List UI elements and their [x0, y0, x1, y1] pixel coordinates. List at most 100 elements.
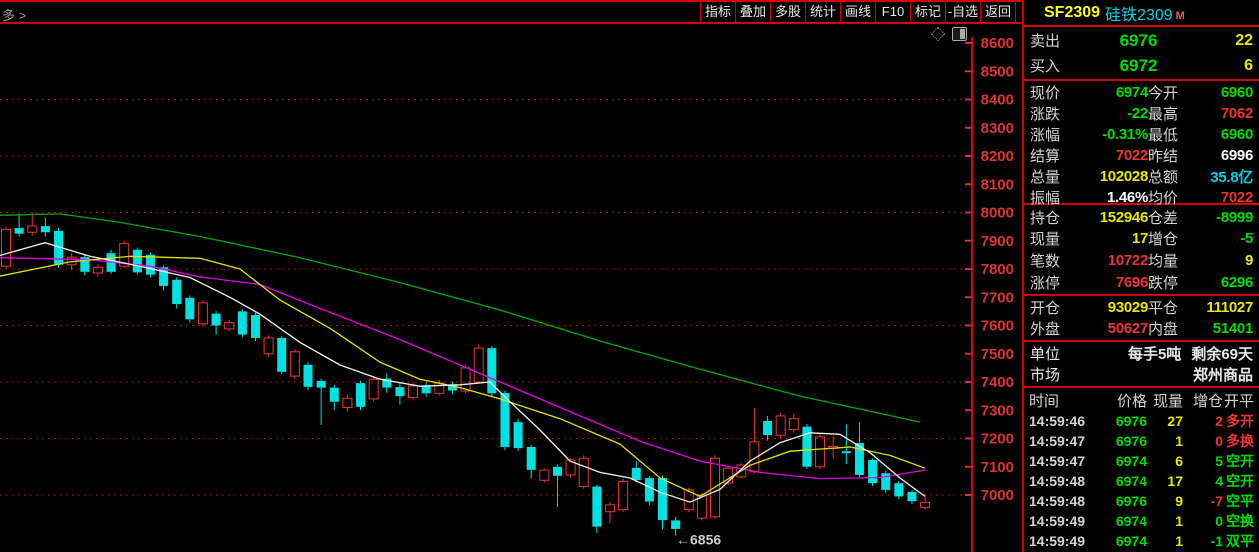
tick-price: 6974 — [1115, 473, 1147, 489]
toolbar-buttons: 指标 叠加 多股 统计 画线 F10 标记 -自选 返回 — [700, 2, 1016, 22]
position-stat-row: 涨停 7696 跌停 6296 — [1024, 272, 1259, 293]
price-axis-label: 8000 — [981, 205, 1014, 222]
stat-label: 现量 — [1030, 231, 1061, 249]
tick-price: 6976 — [1115, 413, 1147, 429]
tick-row[interactable]: 14:59:47 6974 6 5 空开 — [1024, 451, 1259, 471]
toolbar-button[interactable]: 标记 — [910, 2, 945, 22]
tick-oi-change: 0 — [1215, 513, 1223, 529]
bid-row[interactable]: 买入 6972 6 — [1024, 55, 1259, 76]
stat-label: 持仓 — [1030, 209, 1061, 227]
tick-row[interactable]: 14:59:49 6974 1 -1 双平 — [1024, 531, 1259, 551]
stat-label: 结算 — [1030, 148, 1061, 166]
position-stats-section: 持仓 152946 仓差 -8999 现量 17 增仓 -5 笔数 10722 均量 9 涨停 7696 跌… — [1024, 205, 1259, 296]
toolbar-button[interactable]: 叠加 — [735, 2, 770, 22]
panel-toggle-icon[interactable] — [952, 27, 967, 41]
stat-label: 均价 — [1148, 190, 1179, 208]
contract-code: SF2309 — [1044, 3, 1101, 21]
diamond-marker-icon[interactable] — [930, 26, 946, 42]
ask-row[interactable]: 卖出 6976 22 — [1024, 30, 1259, 51]
toolbar-button[interactable]: 指标 — [700, 2, 735, 22]
tick-list[interactable]: 时间 价格 现量 增仓 开平 14:59:46 6976 27 2 多开 14:59:47 6976 1… — [1024, 388, 1259, 552]
stat-label: 最低 — [1148, 127, 1179, 145]
toolbar-button[interactable]: 统计 — [805, 2, 840, 22]
tick-price: 6974 — [1115, 533, 1147, 549]
stat-value: -8999 — [1216, 208, 1253, 226]
bid-ask-section: 卖出 6976 22 买入 6972 6 — [1024, 27, 1259, 82]
market-row: 市场 郑州商品 — [1024, 364, 1259, 385]
bid-qty: 6 — [1244, 56, 1253, 74]
stat-value: 50627 — [1107, 320, 1149, 337]
kline-chart[interactable]: 8600 8500 8400 8300 8200 8100 8000 7900 7800 7700… — [0, 24, 1022, 552]
price-stat-row: 涨幅 -0.31% 最低 6960 — [1024, 124, 1259, 145]
bid-price: 6972 — [1119, 55, 1158, 75]
stat-label: 总量 — [1030, 169, 1061, 187]
tick-row[interactable]: 14:59:48 6974 17 4 空开 — [1024, 471, 1259, 491]
more-label[interactable]: 多 > — [2, 8, 27, 23]
stat-value: -22 — [1127, 105, 1148, 123]
price-axis-label: 8100 — [981, 176, 1014, 193]
tick-oi-change: 2 — [1215, 413, 1223, 429]
stat-value: 6996 — [1220, 147, 1253, 165]
tick-header: 开平 — [1223, 393, 1254, 410]
tick-price: 6974 — [1115, 513, 1147, 529]
price-stats-section: 现价 6974 今开 6960 涨跌 -22 最高 7062 涨幅 -0.31% 最低 6960 结算 7… — [1024, 81, 1259, 208]
stat-label: 内盘 — [1148, 321, 1179, 338]
tick-price: 6976 — [1115, 493, 1147, 509]
stat-label: 今开 — [1148, 85, 1179, 103]
stat-value: 102028 — [1099, 168, 1149, 186]
position-stat-row: 笔数 10722 均量 9 — [1024, 250, 1259, 271]
tick-row[interactable]: 14:59:49 6974 1 0 空换 — [1024, 511, 1259, 531]
tick-volume: 9 — [1175, 493, 1183, 509]
tick-row[interactable]: 14:59:48 6976 9 -7 空平 — [1024, 491, 1259, 511]
ask-price: 6976 — [1119, 30, 1158, 50]
tick-oi-change: 0 — [1215, 433, 1223, 449]
ma-slow-line — [0, 213, 921, 423]
stat-label: 开仓 — [1030, 300, 1061, 317]
ask-qty: 22 — [1235, 31, 1253, 49]
toolbar-button[interactable]: 多股 — [770, 2, 805, 22]
kline-chart-area[interactable]: 8600 8500 8400 8300 8200 8100 8000 7900 7800 7700… — [0, 24, 1022, 552]
price-axis-label: 7400 — [981, 374, 1014, 391]
unit-label: 单位 — [1030, 346, 1061, 363]
stat-value: 6960 — [1220, 126, 1253, 144]
position-stat-row: 现量 17 增仓 -5 — [1024, 228, 1259, 249]
tick-time: 14:59:47 — [1029, 433, 1086, 449]
stat-value: 111027 — [1206, 299, 1253, 316]
tick-time: 14:59:49 — [1029, 513, 1086, 529]
tick-time: 14:59:46 — [1029, 413, 1086, 429]
contract-header[interactable]: SF2309 硅铁2309 M — [1024, 0, 1259, 28]
stat-label: 平仓 — [1148, 300, 1179, 317]
tick-direction: 空平 — [1226, 493, 1254, 509]
stat-label: 仓差 — [1148, 209, 1179, 227]
stat-label: 笔数 — [1030, 252, 1061, 270]
tick-row[interactable]: 14:59:46 6976 27 2 多开 — [1024, 411, 1259, 431]
open-close-row: 开仓 93029 平仓 111027 — [1024, 297, 1259, 318]
tick-volume: 17 — [1167, 473, 1183, 489]
price-stat-row: 结算 7022 昨结 6996 — [1024, 145, 1259, 166]
tick-row[interactable]: 14:59:47 6976 1 0 多换 — [1024, 431, 1259, 451]
quote-panel: SF2309 硅铁2309 M 卖出 6976 22 买入 6972 6 现价 6… — [1022, 0, 1259, 552]
tick-header: 价格 — [1116, 393, 1147, 410]
toolbar-button[interactable]: F10 — [875, 2, 910, 22]
price-axis-label: 7000 — [981, 487, 1014, 504]
price-stat-row: 涨跌 -22 最高 7062 — [1024, 103, 1259, 124]
price-axis-label: 7700 — [981, 289, 1014, 306]
tick-volume: 1 — [1175, 513, 1183, 529]
tick-direction: 双平 — [1226, 533, 1254, 549]
tick-oi-change: 4 — [1215, 473, 1223, 489]
tick-oi-change: -7 — [1210, 493, 1223, 509]
toolbar-button[interactable]: -自选 — [945, 2, 980, 22]
tick-direction: 空开 — [1226, 453, 1254, 469]
stat-label: 最高 — [1148, 106, 1179, 124]
tick-direction: 空换 — [1226, 513, 1254, 529]
chart-corner-icons — [930, 26, 970, 42]
toolbar-button[interactable]: 画线 — [840, 2, 875, 22]
stat-value: 7062 — [1220, 105, 1253, 123]
tick-volume: 1 — [1175, 433, 1183, 449]
market-label: 市场 — [1030, 367, 1061, 384]
stat-value: 7022 — [1115, 147, 1148, 165]
stat-value: -0.31% — [1102, 126, 1148, 144]
tick-price: 6974 — [1115, 453, 1147, 469]
market-value: 郑州商品 — [1192, 367, 1253, 384]
toolbar-button[interactable]: 返回 — [980, 2, 1016, 22]
